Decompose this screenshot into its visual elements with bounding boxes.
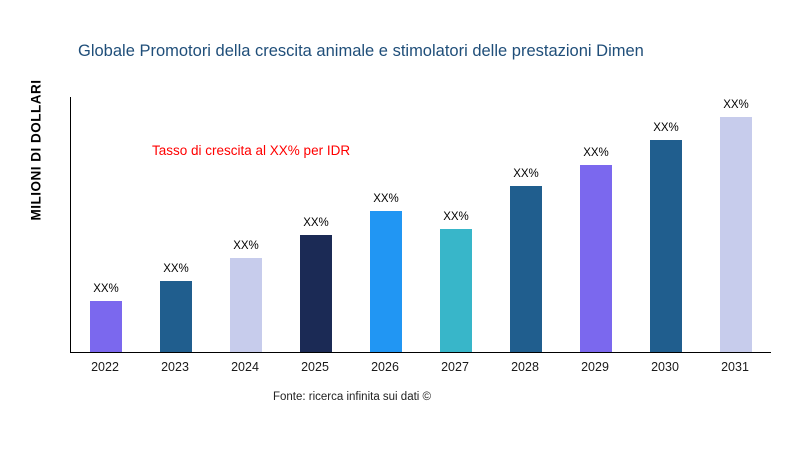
bar-value-label: XX% — [303, 217, 329, 229]
growth-rate-annotation: Tasso di crescita al XX% per IDR — [152, 143, 351, 158]
bar-group: XX% — [141, 97, 211, 352]
x-tick-label: 2027 — [441, 360, 469, 374]
x-tick-label: 2023 — [161, 360, 189, 374]
bar-group: XX% — [631, 97, 701, 352]
x-tick-label: 2025 — [301, 360, 329, 374]
bars-row: XX% XX% XX% XX% XX% XX% XX% XX% XX% XX% — [71, 97, 771, 352]
bar — [440, 229, 472, 352]
bar-group: XX% — [561, 97, 631, 352]
bar-group: XX% — [71, 97, 141, 352]
x-tick-label: 2029 — [581, 360, 609, 374]
bar — [90, 301, 122, 352]
bar-group: XX% — [351, 97, 421, 352]
bar — [650, 140, 682, 352]
bar — [720, 117, 752, 352]
bar-group: XX% — [211, 97, 281, 352]
bar-value-label: XX% — [163, 263, 189, 275]
bar-value-label: XX% — [723, 99, 749, 111]
y-axis-label: MILIONI DI DOLLARI — [28, 79, 44, 221]
source-note: Fonte: ricerca infinita sui dati © — [272, 391, 432, 403]
bar-value-label: XX% — [653, 122, 679, 134]
bar-value-label: XX% — [513, 168, 539, 180]
x-axis-tick-labels: 2022 2023 2024 2025 2026 2027 2028 2029 2030 2031 — [70, 360, 770, 374]
bar — [160, 281, 192, 352]
bar-value-label: XX% — [443, 211, 469, 223]
bar — [580, 165, 612, 352]
bar-group: XX% — [491, 97, 561, 352]
bar-group: XX% — [421, 97, 491, 352]
bar-value-label: XX% — [373, 193, 399, 205]
bar — [230, 258, 262, 352]
x-tick-label: 2031 — [721, 360, 749, 374]
bar — [370, 211, 402, 352]
x-tick-label: 2030 — [651, 360, 679, 374]
bar-group: XX% — [281, 97, 351, 352]
bar-value-label: XX% — [93, 283, 119, 295]
bar — [510, 186, 542, 352]
bar-value-label: XX% — [233, 240, 259, 252]
x-tick-label: 2026 — [371, 360, 399, 374]
bar-group: XX% — [701, 97, 771, 352]
x-tick-label: 2028 — [511, 360, 539, 374]
x-tick-label: 2022 — [91, 360, 119, 374]
bar — [300, 235, 332, 352]
chart-title: Globale Promotori della crescita animale… — [78, 42, 644, 60]
bar-value-label: XX% — [583, 147, 609, 159]
x-tick-label: 2024 — [231, 360, 259, 374]
plot-area: XX% XX% XX% XX% XX% XX% XX% XX% XX% XX% — [70, 97, 771, 353]
